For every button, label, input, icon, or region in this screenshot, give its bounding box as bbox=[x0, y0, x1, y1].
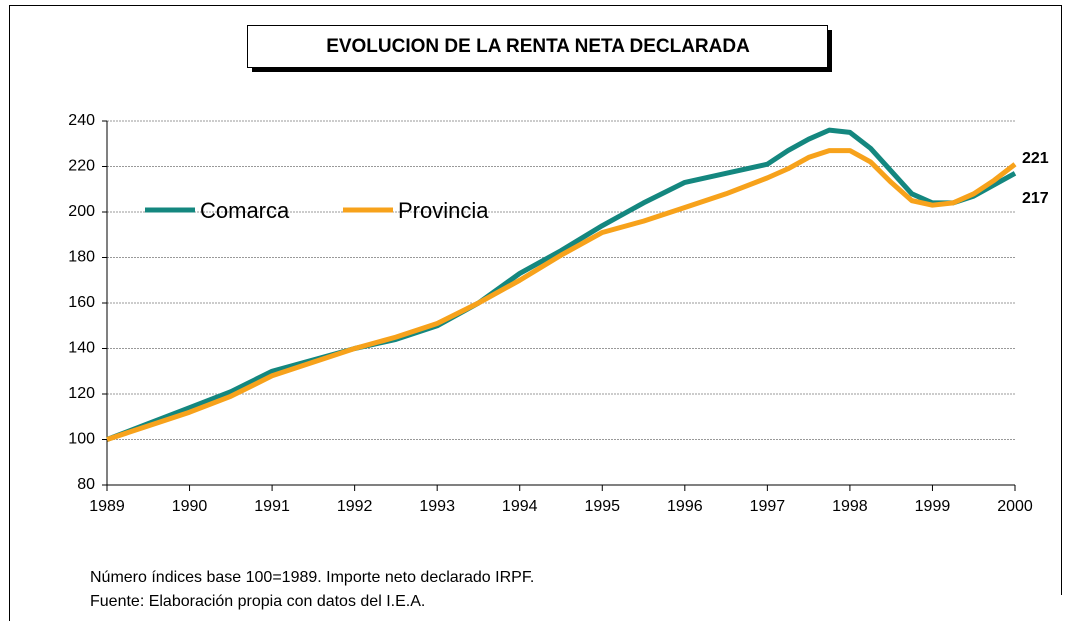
y-tick-label: 200 bbox=[68, 203, 95, 220]
series-line bbox=[106, 148, 1017, 442]
end-label: 217 bbox=[1022, 190, 1049, 207]
x-tick-label: 1991 bbox=[254, 498, 290, 515]
y-tick-label: 140 bbox=[68, 340, 95, 357]
chart-title: EVOLUCION DE LA RENTA NETA DECLARADA bbox=[326, 36, 750, 57]
x-tick-label: 1996 bbox=[667, 498, 703, 515]
end-label: 221 bbox=[1022, 150, 1049, 167]
title-box bbox=[247, 25, 828, 68]
legend-label: Provincia bbox=[398, 198, 489, 223]
x-tick-label: 2000 bbox=[997, 498, 1033, 515]
note: Número índices base 100=1989. Importe ne… bbox=[90, 569, 534, 586]
x-tick-label: 1989 bbox=[89, 498, 125, 515]
x-tick-label: 1993 bbox=[419, 498, 455, 515]
x-tick-label: 1997 bbox=[750, 498, 786, 515]
y-tick-label: 240 bbox=[68, 112, 95, 129]
x-tick-label: 1998 bbox=[832, 498, 868, 515]
note: Fuente: Elaboración propia con datos del… bbox=[90, 593, 425, 610]
y-tick-label: 220 bbox=[68, 158, 95, 175]
x-tick-label: 1995 bbox=[584, 498, 620, 515]
y-tick-label: 120 bbox=[68, 385, 95, 402]
y-tick-label: 100 bbox=[68, 431, 95, 448]
y-tick-label: 180 bbox=[68, 249, 95, 266]
y-tick-label: 160 bbox=[68, 294, 95, 311]
x-tick-label: 1994 bbox=[502, 498, 538, 515]
x-tick-label: 1992 bbox=[337, 498, 373, 515]
x-tick-label: 1999 bbox=[915, 498, 951, 515]
legend-label: Comarca bbox=[200, 198, 290, 223]
x-tick-label: 1990 bbox=[172, 498, 208, 515]
y-tick-label: 80 bbox=[77, 476, 95, 493]
series-line bbox=[106, 127, 1017, 442]
